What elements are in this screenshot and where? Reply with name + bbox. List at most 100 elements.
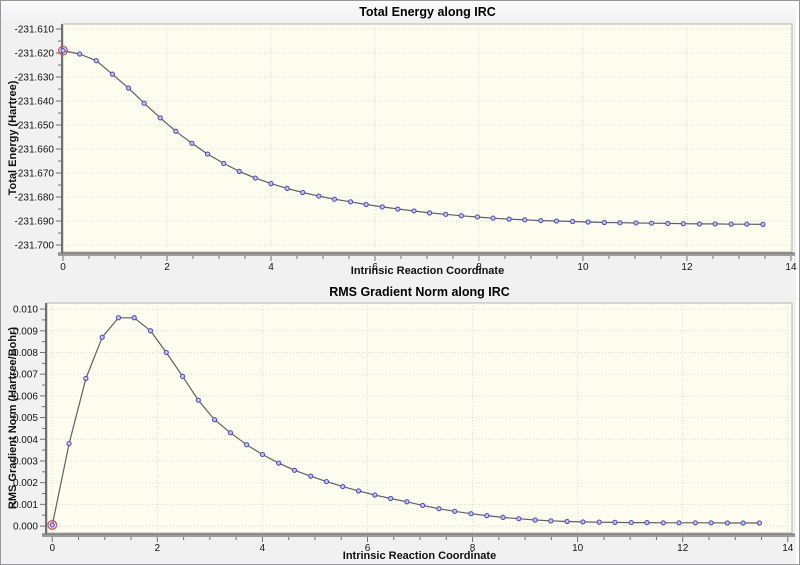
data-point-marker[interactable] — [379, 204, 385, 210]
data-point-marker[interactable] — [109, 71, 115, 77]
data-point-marker[interactable] — [712, 221, 718, 227]
x-tick-label: 6 — [372, 262, 378, 273]
data-point-marker[interactable] — [420, 502, 426, 509]
data-point-marker[interactable] — [99, 334, 105, 340]
data-point-marker[interactable] — [395, 206, 401, 212]
data-point-marker[interactable] — [468, 511, 474, 517]
data-point-marker[interactable] — [596, 519, 602, 525]
data-point-marker[interactable] — [569, 218, 576, 225]
data-point-marker[interactable] — [77, 51, 83, 57]
data-point-marker[interactable] — [633, 220, 639, 226]
data-point-marker[interactable] — [740, 520, 746, 526]
data-point-marker[interactable] — [291, 467, 298, 473]
data-point-marker[interactable] — [676, 520, 682, 526]
data-point-marker[interactable] — [173, 128, 179, 134]
data-point-marker[interactable] — [628, 519, 634, 526]
data-point-marker[interactable] — [227, 430, 233, 436]
selected-point-ring — [58, 45, 69, 56]
data-point-marker[interactable] — [580, 519, 586, 525]
data-point-marker[interactable] — [131, 315, 137, 321]
data-point-marker[interactable] — [474, 214, 481, 220]
data-point-marker[interactable] — [484, 513, 490, 519]
data-point-marker[interactable] — [252, 175, 258, 181]
data-point-marker[interactable] — [665, 220, 671, 227]
data-point-marker[interactable] — [680, 221, 686, 227]
data-point-marker[interactable] — [308, 473, 314, 479]
data-point-marker[interactable] — [115, 315, 122, 321]
data-point-marker[interactable] — [141, 100, 147, 106]
data-point-marker[interactable] — [404, 499, 410, 505]
data-point-marker[interactable] — [490, 215, 496, 221]
data-point-marker[interactable] — [93, 58, 99, 64]
data-point-marker[interactable] — [163, 349, 169, 356]
data-point-marker[interactable] — [744, 221, 750, 227]
data-point-marker[interactable] — [189, 140, 195, 146]
data-point-marker[interactable] — [323, 478, 330, 485]
data-point-marker[interactable] — [66, 441, 72, 447]
data-point-marker[interactable] — [284, 185, 290, 191]
data-point-marker[interactable] — [276, 460, 282, 466]
data-point-marker[interactable] — [259, 451, 266, 458]
data-point-marker[interactable] — [436, 506, 442, 512]
data-point-marker[interactable] — [388, 495, 394, 502]
data-point-marker[interactable] — [692, 520, 698, 526]
data-point-marker[interactable] — [331, 196, 338, 202]
data-point-marker[interactable] — [506, 216, 512, 222]
data-point-marker[interactable] — [49, 522, 55, 528]
data-point-marker[interactable] — [522, 217, 528, 223]
data-point-marker[interactable] — [316, 193, 322, 199]
data-point-marker[interactable] — [340, 483, 346, 490]
data-point-marker[interactable] — [660, 520, 666, 526]
data-point-marker[interactable] — [696, 221, 703, 227]
data-point-marker[interactable] — [649, 220, 655, 226]
data-point-marker[interactable] — [411, 208, 417, 214]
data-point-marker[interactable] — [347, 199, 354, 205]
data-point-marker[interactable] — [601, 219, 607, 226]
data-point-marker[interactable] — [452, 508, 458, 514]
data-point-marker[interactable] — [617, 220, 623, 226]
data-point-marker[interactable] — [760, 221, 766, 227]
data-point-marker[interactable] — [355, 488, 362, 494]
data-point-marker[interactable] — [564, 518, 570, 525]
data-point-marker[interactable] — [516, 516, 522, 522]
data-point-marker[interactable] — [244, 442, 250, 448]
data-point-marker[interactable] — [195, 397, 201, 403]
data-point-marker[interactable] — [204, 151, 211, 157]
data-point-marker[interactable] — [157, 115, 163, 121]
data-point-marker[interactable] — [125, 85, 132, 91]
data-point-marker[interactable] — [236, 168, 242, 174]
x-tick-label: 10 — [572, 543, 584, 554]
data-point-marker[interactable] — [372, 492, 378, 498]
data-point-marker[interactable] — [179, 373, 186, 379]
data-point-marker[interactable] — [548, 518, 554, 524]
data-point-marker[interactable] — [221, 160, 227, 167]
data-point-marker[interactable] — [728, 221, 734, 227]
energy-chart-title: Total Energy along IRC — [359, 5, 496, 19]
y-tick-label: -231.660 — [15, 145, 55, 156]
data-point-marker[interactable] — [724, 520, 730, 526]
x-tick-label: 6 — [365, 543, 371, 554]
data-point-marker[interactable] — [756, 520, 763, 526]
y-tick-label: 0.008 — [13, 348, 38, 359]
data-point-marker[interactable] — [60, 48, 66, 54]
data-point-marker[interactable] — [538, 217, 544, 224]
data-point-marker[interactable] — [708, 520, 714, 526]
data-point-marker[interactable] — [83, 375, 89, 382]
plot-area[interactable] — [62, 23, 793, 253]
data-point-marker[interactable] — [426, 210, 433, 216]
data-point-marker[interactable] — [585, 219, 591, 225]
data-point-marker[interactable] — [612, 519, 618, 525]
data-point-marker[interactable] — [500, 514, 506, 520]
data-point-marker[interactable] — [147, 328, 154, 334]
data-point-marker[interactable] — [211, 417, 218, 423]
data-point-marker[interactable] — [644, 519, 650, 526]
data-point-marker[interactable] — [363, 201, 369, 208]
data-point-marker[interactable] — [300, 189, 306, 196]
data-point-marker[interactable] — [443, 211, 449, 217]
data-point-marker[interactable] — [268, 181, 274, 187]
data-point-marker[interactable] — [532, 517, 538, 523]
data-point-marker[interactable] — [553, 218, 560, 224]
data-point-marker[interactable] — [458, 213, 464, 219]
